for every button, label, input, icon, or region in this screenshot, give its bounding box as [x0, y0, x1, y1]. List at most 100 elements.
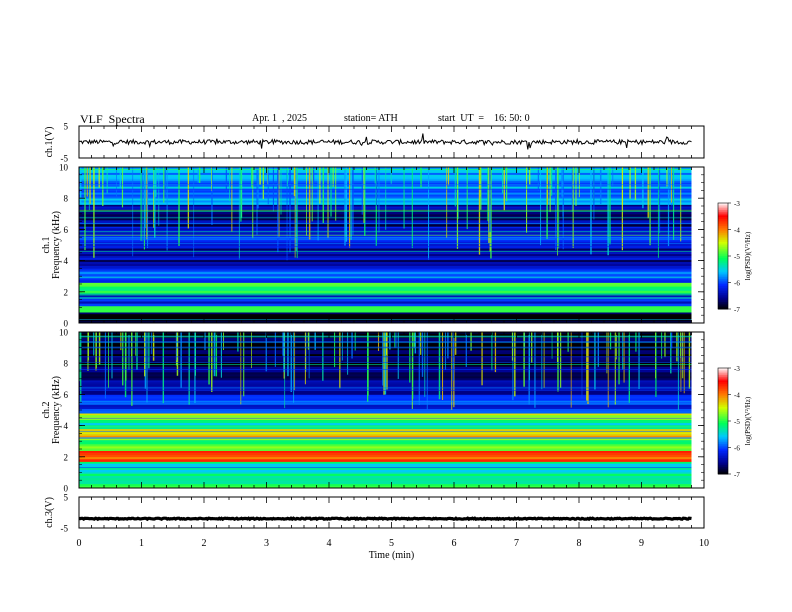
spectro-band-row: [79, 486, 692, 489]
spectro-spike: [166, 167, 168, 251]
spectro-band-row: [79, 206, 692, 209]
spectro-tone-line: [79, 427, 692, 429]
x-tick-label: 9: [639, 538, 644, 549]
spectro-tone-line: [79, 298, 692, 299]
spectro-tone-line: [79, 417, 692, 419]
spectro-spike: [456, 167, 459, 249]
colorbar-segment: [718, 466, 728, 470]
spectro-spike: [158, 167, 160, 226]
y-tick-label: 4: [64, 421, 69, 431]
spectro-spike: [128, 332, 130, 357]
colorbar-segment: [718, 385, 728, 388]
spectro-spike: [267, 167, 269, 205]
spectro-band-row: [79, 419, 692, 422]
colorbar-segment: [718, 470, 728, 473]
spectro-band-row: [79, 194, 692, 197]
spectro-spike: [420, 332, 422, 355]
spectro-spike: [481, 332, 483, 386]
spectro-spike: [211, 332, 213, 392]
start-time-label: start UT = 16: 50: 0: [438, 113, 530, 124]
spectro-band-row: [79, 226, 692, 229]
colorbar-segment: [718, 419, 728, 422]
spectro-spike: [251, 332, 252, 369]
spectro-spike: [238, 167, 240, 260]
colorbar-segment: [718, 452, 728, 456]
colorbar-segment: [718, 208, 728, 211]
spectro-spike: [658, 167, 661, 234]
colorbar-segment: [718, 300, 728, 303]
spectro-tone-line: [79, 342, 692, 343]
colorbar-segment: [718, 268, 728, 271]
spectro-spike: [119, 167, 121, 189]
colorbar-segment: [718, 449, 728, 452]
colorbar-segment: [718, 303, 728, 306]
spectro-spike: [187, 167, 190, 229]
spectro-band-row: [79, 424, 692, 428]
colorbar-segment: [718, 380, 728, 383]
spectro-spike: [614, 332, 616, 405]
colorbar-segment: [718, 252, 728, 255]
x-tick-label: 8: [577, 538, 582, 549]
spectro-band-row: [79, 240, 692, 243]
spectro-spike: [344, 167, 346, 246]
spectro-spike: [104, 332, 106, 399]
colorbar-segment: [718, 445, 728, 448]
colorbar-segment: [718, 275, 728, 278]
spectro-spike: [364, 167, 366, 236]
spectro-tone-line: [79, 430, 692, 432]
spectro-spike: [225, 167, 227, 192]
colorbar-segment: [718, 390, 728, 394]
spectro-spike: [551, 332, 553, 359]
colorbar-segment: [718, 433, 728, 436]
spectro-band-row: [79, 301, 692, 305]
colorbar-segment: [718, 424, 728, 427]
spectro-tone-line: [79, 437, 692, 438]
spectro-spike: [647, 167, 649, 219]
colorbar-segment: [718, 277, 728, 280]
spectro-spike: [280, 167, 282, 215]
spectro-spike: [240, 167, 242, 218]
spectro-band-row: [79, 467, 692, 471]
colorbar-tick-label: -5: [734, 253, 740, 261]
spectro-band-row: [79, 463, 692, 467]
colorbar-segment: [718, 301, 728, 305]
colorbar-segment: [718, 243, 728, 246]
spectro-band-row: [79, 196, 692, 199]
colorbar-segment: [718, 257, 728, 261]
spectro-spike: [385, 167, 387, 230]
spectro-spike: [531, 332, 533, 363]
spectro-band-row: [79, 469, 692, 473]
y-tick-label: 5: [64, 493, 69, 503]
colorbar-segment: [718, 451, 728, 454]
colorbar-tick-label: -3: [734, 365, 740, 373]
spectro-spike: [93, 167, 95, 211]
spectro-spike: [688, 332, 691, 389]
spectro-band-row: [79, 258, 692, 261]
spectro-spike: [294, 332, 296, 391]
spectro-spike: [330, 167, 332, 217]
spectro-spike: [121, 167, 124, 208]
spectro-tone-line: [79, 257, 692, 259]
colorbar-segment: [718, 442, 728, 445]
spectro-spike: [561, 167, 563, 197]
spectro-spike: [287, 332, 289, 377]
colorbar-segment: [718, 266, 728, 269]
colorbar-segment: [718, 399, 728, 403]
spectro-spike: [146, 332, 148, 403]
spectro-spike: [375, 167, 377, 246]
spectro-tone-line: [79, 242, 692, 244]
spectro-spike: [240, 332, 242, 405]
x-tick-label: 6: [452, 538, 457, 549]
colorbar-segment: [718, 373, 728, 376]
spectro-band-row: [79, 402, 692, 406]
spectro-spike: [211, 167, 212, 191]
x-tick-label: 2: [202, 538, 207, 549]
spectro-spike: [540, 167, 542, 246]
spectro-spike: [339, 332, 341, 389]
spectro-band-row: [79, 278, 692, 281]
spectro-spike: [116, 167, 117, 197]
spectro-spike: [447, 332, 449, 359]
spectro-spike: [621, 167, 623, 251]
spectro-band-row: [79, 482, 692, 485]
spectro-spike: [642, 167, 644, 209]
